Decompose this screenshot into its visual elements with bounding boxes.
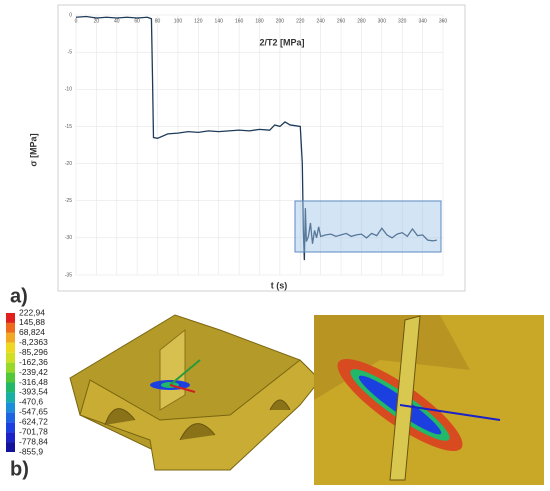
y-tick-label: 0 [69, 12, 72, 18]
x-tick-label: 20 [94, 18, 100, 24]
x-axis-label: t (s) [271, 280, 288, 290]
x-tick-label: 140 [215, 18, 224, 24]
colorbar-band [6, 422, 15, 433]
colorbar-band [6, 342, 15, 353]
panel-label: a) [10, 285, 28, 307]
chart-title: 2/T2 [MPa] [259, 37, 304, 47]
colorbar-band [6, 313, 15, 323]
fea-model [69, 314, 321, 471]
x-tick-label: 340 [418, 18, 427, 24]
colorbar-label: -470,6 [19, 397, 43, 407]
colorbar-band [6, 352, 15, 363]
x-tick-label: 360 [439, 18, 448, 24]
y-axis-label: σ [MPa] [28, 133, 38, 166]
x-tick-label: 60 [134, 18, 140, 24]
colorbar-band [6, 402, 15, 413]
colorbar-label: -85,296 [19, 347, 48, 357]
colorbar-label: -778,84 [19, 436, 48, 446]
colorbar-label: -239,42 [19, 367, 48, 377]
y-tick-label: -35 [65, 272, 72, 278]
x-tick-label: 120 [194, 18, 203, 24]
y-tick-label: -25 [65, 198, 72, 204]
y-tick-label: -5 [68, 49, 73, 55]
colorbar-label: 145,88 [19, 317, 45, 327]
colorbar-label: -547,65 [19, 407, 48, 417]
colorbar-label: -624,72 [19, 416, 48, 426]
y-tick-label: -15 [65, 124, 72, 130]
colorbar-band [6, 332, 15, 343]
x-tick-label: 100 [174, 18, 183, 24]
colorbar-band [6, 442, 15, 452]
colorbar-label: -316,48 [19, 377, 48, 387]
y-tick-label: -20 [65, 161, 72, 167]
x-tick-label: 260 [337, 18, 346, 24]
colorbar-label: -855,9 [19, 446, 43, 456]
colorbar-label: -8,2363 [19, 337, 48, 347]
x-tick-label: 180 [255, 18, 264, 24]
x-tick-label: 40 [114, 18, 120, 24]
colorbar-label: 68,824 [19, 327, 45, 337]
x-tick-label: 220 [296, 18, 305, 24]
x-tick-label: 240 [316, 18, 325, 24]
colorbar-band [6, 362, 15, 373]
colorbar-label: -162,36 [19, 357, 48, 367]
data-line [75, 15, 437, 261]
colorbar-band [6, 432, 15, 443]
colorbar-band [6, 322, 15, 333]
colorbar-band [6, 392, 15, 403]
panel-label: b) [10, 458, 29, 480]
colorbar-band [6, 412, 15, 423]
y-tick-label: -10 [65, 87, 72, 93]
colorbar-label: 222,94 [19, 307, 45, 317]
x-tick-label: 300 [378, 18, 387, 24]
x-tick-label: 80 [155, 18, 161, 24]
highlight-box [294, 200, 442, 253]
colorbar-band [6, 372, 15, 383]
x-tick-label: 320 [398, 18, 407, 24]
x-tick-label: 160 [235, 18, 244, 24]
colorbar-label: -701,78 [19, 426, 48, 436]
x-tick-label: 280 [357, 18, 366, 24]
y-tick-label: -30 [65, 235, 72, 241]
x-tick-label: 0 [75, 18, 78, 24]
x-tick-label: 200 [276, 18, 285, 24]
chart-frame [57, 4, 466, 292]
fea-closeup [314, 315, 544, 485]
colorbar-band [6, 382, 15, 393]
colorbar-label: -393,54 [19, 387, 48, 397]
